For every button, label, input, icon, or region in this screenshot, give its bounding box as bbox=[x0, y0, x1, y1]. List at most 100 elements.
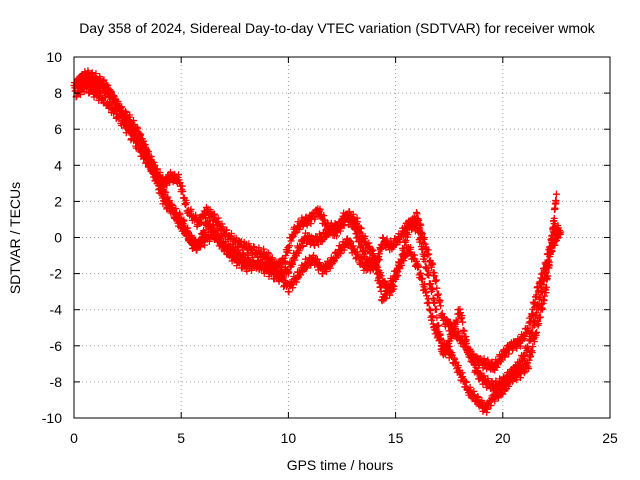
data-point bbox=[408, 225, 416, 233]
data-point bbox=[255, 244, 263, 252]
data-point bbox=[111, 103, 119, 111]
data-point bbox=[158, 181, 166, 189]
data-point bbox=[525, 365, 533, 373]
data-point bbox=[299, 242, 307, 250]
data-point bbox=[459, 318, 467, 326]
y-tick-label: 0 bbox=[54, 230, 62, 246]
data-point bbox=[417, 221, 425, 229]
data-point bbox=[234, 246, 242, 254]
data-point bbox=[245, 240, 253, 248]
data-point bbox=[129, 132, 137, 140]
data-point bbox=[462, 339, 470, 347]
data-point bbox=[285, 242, 293, 250]
data-point bbox=[269, 262, 277, 270]
data-point bbox=[101, 93, 109, 101]
data-point bbox=[116, 111, 124, 119]
data-point bbox=[404, 231, 412, 239]
data-point bbox=[130, 125, 138, 133]
data-point bbox=[138, 145, 146, 153]
data-point bbox=[134, 138, 142, 146]
y-tick-label: 8 bbox=[54, 85, 62, 101]
data-point bbox=[218, 223, 226, 231]
data-point bbox=[187, 205, 195, 213]
data-point bbox=[373, 257, 381, 265]
data-point bbox=[231, 251, 239, 259]
data-point bbox=[144, 156, 152, 164]
data-point bbox=[100, 76, 108, 84]
series-trace-c bbox=[72, 79, 560, 416]
series-trace-a bbox=[70, 67, 565, 374]
data-point bbox=[521, 367, 529, 375]
data-point bbox=[555, 230, 563, 238]
data-point bbox=[192, 211, 200, 219]
data-point bbox=[538, 305, 546, 313]
data-point bbox=[106, 91, 114, 99]
data-point bbox=[138, 149, 146, 157]
data-point bbox=[107, 87, 115, 95]
data-point bbox=[437, 302, 445, 310]
data-point bbox=[429, 286, 437, 294]
data-point bbox=[357, 225, 365, 233]
data-point bbox=[528, 349, 536, 357]
x-axis-title: GPS time / hours bbox=[287, 457, 394, 473]
data-point bbox=[322, 268, 330, 276]
data-point bbox=[250, 243, 258, 251]
data-point bbox=[549, 223, 557, 231]
axis-ticks: 0 5 10 15 20 25 -10 -8 -6 -4 -2 0 2 4 6 8 10 bbox=[42, 49, 618, 446]
data-point bbox=[278, 272, 286, 280]
data-point bbox=[268, 254, 276, 262]
data-point bbox=[533, 328, 541, 336]
data-point bbox=[210, 210, 218, 218]
data-point bbox=[483, 405, 491, 413]
data-point bbox=[211, 230, 219, 238]
chart-title: Day 358 of 2024, Sidereal Day-to-day VTE… bbox=[79, 20, 596, 36]
x-tick-label: 5 bbox=[177, 430, 185, 446]
data-point bbox=[488, 378, 496, 386]
data-point bbox=[429, 312, 437, 320]
data-point bbox=[462, 378, 470, 386]
data-point bbox=[533, 309, 541, 317]
data-point bbox=[227, 247, 235, 255]
data-point bbox=[88, 69, 96, 77]
data-point bbox=[162, 188, 170, 196]
data-point bbox=[244, 252, 252, 260]
data-point bbox=[277, 263, 285, 271]
y-axis-title: SDTVAR / TECUs bbox=[7, 182, 23, 294]
data-point bbox=[133, 139, 141, 147]
data-point bbox=[126, 126, 134, 134]
data-point bbox=[429, 260, 437, 268]
data-point bbox=[217, 234, 225, 242]
data-point bbox=[260, 245, 268, 253]
data-point bbox=[102, 80, 110, 88]
data-point bbox=[426, 307, 434, 315]
y-tick-label: -10 bbox=[42, 410, 62, 426]
data-point bbox=[541, 292, 549, 300]
data-point bbox=[425, 250, 433, 258]
data-point bbox=[96, 88, 104, 96]
y-tick-label: 6 bbox=[54, 121, 62, 137]
y-tick-label: -6 bbox=[50, 338, 63, 354]
x-tick-label: 20 bbox=[495, 430, 511, 446]
data-point bbox=[548, 231, 556, 239]
data-point bbox=[415, 263, 423, 271]
data-point bbox=[433, 314, 441, 322]
data-point bbox=[201, 241, 209, 249]
data-point bbox=[112, 98, 120, 106]
data-point bbox=[116, 112, 124, 120]
data-point bbox=[382, 294, 390, 302]
data-point bbox=[289, 261, 297, 269]
data-point bbox=[394, 272, 402, 280]
y-tick-label: 10 bbox=[46, 49, 62, 65]
data-point bbox=[223, 226, 231, 234]
y-tick-label: -8 bbox=[50, 374, 63, 390]
x-tick-label: 25 bbox=[602, 430, 618, 446]
data-point bbox=[545, 262, 553, 270]
data-point bbox=[415, 216, 423, 224]
data-marks bbox=[70, 67, 565, 416]
data-point bbox=[148, 162, 156, 170]
data-point bbox=[354, 218, 362, 226]
data-point bbox=[139, 150, 147, 158]
data-point bbox=[319, 270, 327, 278]
data-point bbox=[547, 242, 555, 250]
data-point bbox=[407, 243, 415, 251]
